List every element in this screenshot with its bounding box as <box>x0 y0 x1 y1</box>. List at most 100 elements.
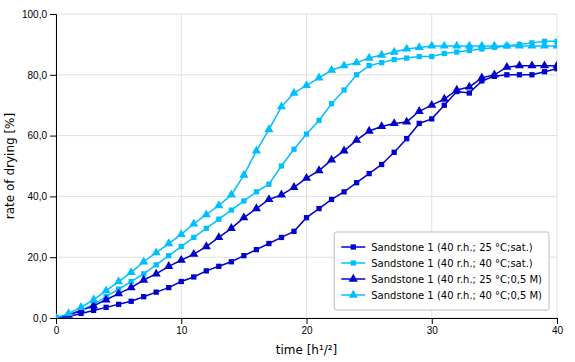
series-point <box>127 267 136 275</box>
y-tick-label: 20,0 <box>28 252 48 263</box>
series-point <box>227 190 236 198</box>
series-point <box>377 121 386 129</box>
x-tick-label: 20 <box>301 325 313 336</box>
series-point <box>204 226 209 231</box>
series-point <box>314 165 323 173</box>
series-point <box>239 212 248 220</box>
series-point <box>417 121 422 126</box>
series-line <box>56 69 557 318</box>
series-point <box>241 253 246 258</box>
x-axis-title: time [h¹/²] <box>276 343 338 357</box>
series-point <box>304 215 309 220</box>
x-tick: 10 <box>176 318 188 336</box>
series-line <box>56 66 557 318</box>
series-point <box>316 206 321 211</box>
legend-item: Sandstone 1 (40 r.h.; 25 °C;sat.) <box>341 242 533 253</box>
series <box>56 60 557 318</box>
y-tick-mark <box>50 75 56 76</box>
series-point <box>103 305 108 310</box>
series-point <box>341 189 346 194</box>
series-point <box>252 146 261 154</box>
series-point <box>216 217 221 222</box>
series-point <box>502 62 511 70</box>
series-point <box>465 82 474 90</box>
grid-line-x <box>557 14 558 318</box>
series-point <box>452 41 461 49</box>
x-tick-mark <box>432 318 433 324</box>
legend: Sandstone 1 (40 r.h.; 25 °C;sat.)Sandsto… <box>334 232 549 310</box>
series-point <box>415 42 424 50</box>
series-point <box>379 60 384 65</box>
legend-swatch-marker <box>349 274 358 282</box>
series-point <box>154 290 159 295</box>
x-tick-mark <box>557 318 558 324</box>
x-tick: 40 <box>552 318 564 336</box>
series-point <box>329 197 334 202</box>
series-point <box>404 55 409 60</box>
series-point <box>542 69 547 74</box>
series-point <box>56 313 61 318</box>
series-point <box>191 274 196 279</box>
series-point <box>266 182 271 187</box>
series-point <box>341 87 346 92</box>
series-point <box>264 124 273 132</box>
series-point <box>239 170 248 178</box>
series-point <box>91 308 96 313</box>
series-point <box>204 268 209 273</box>
series-point <box>467 48 472 53</box>
series-point <box>114 276 123 284</box>
series-point <box>365 126 374 134</box>
series-point <box>291 229 296 234</box>
series-point <box>304 131 309 136</box>
series-point <box>277 101 286 109</box>
series <box>56 41 557 318</box>
y-tick: 40,0 <box>28 191 56 202</box>
series-point <box>179 244 184 249</box>
grid-line-x <box>306 14 307 318</box>
series-point <box>515 41 524 49</box>
series-point <box>254 247 259 252</box>
series-point <box>377 50 386 58</box>
series-point <box>404 136 409 141</box>
grid-line-y <box>56 14 557 15</box>
series-point <box>540 60 549 68</box>
series-point <box>442 51 447 56</box>
series-point <box>152 247 161 255</box>
x-tick: 0 <box>54 318 60 336</box>
grid-line-x <box>181 14 182 318</box>
series-point <box>266 241 271 246</box>
x-tick-label: 30 <box>427 325 439 336</box>
series-point <box>229 259 234 264</box>
chart: 0102030400,020,040,060,080,0100,0Sandsto… <box>0 0 575 362</box>
y-tick-mark <box>50 318 56 319</box>
series-point <box>502 41 511 49</box>
y-tick-label: 0,0 <box>33 313 47 324</box>
series-point <box>127 282 136 290</box>
y-tick: 100,0 <box>22 9 56 20</box>
series-point <box>392 150 397 155</box>
y-tick-label: 80,0 <box>28 70 48 81</box>
series-point <box>366 63 371 68</box>
y-tick-mark <box>50 257 56 258</box>
x-axis: 0 10 20 30 40 <box>54 318 564 336</box>
series-point <box>139 275 148 283</box>
y-tick-label: 40,0 <box>28 191 48 202</box>
series-point <box>289 182 298 190</box>
x-tick-mark <box>307 318 308 324</box>
y-axis-line <box>50 15 57 319</box>
x-tick: 20 <box>301 318 313 336</box>
series-point <box>427 100 436 108</box>
series-point <box>102 294 111 302</box>
series-point <box>139 256 148 264</box>
series-point <box>76 302 85 310</box>
series-point <box>515 60 524 68</box>
series-point <box>177 255 186 263</box>
series-point <box>216 264 221 269</box>
series-point <box>214 232 223 240</box>
series-point <box>302 173 311 181</box>
series-point <box>314 73 323 81</box>
series-point <box>289 88 298 96</box>
series-point <box>214 200 223 208</box>
series-point <box>202 209 211 217</box>
series-point <box>402 117 411 125</box>
